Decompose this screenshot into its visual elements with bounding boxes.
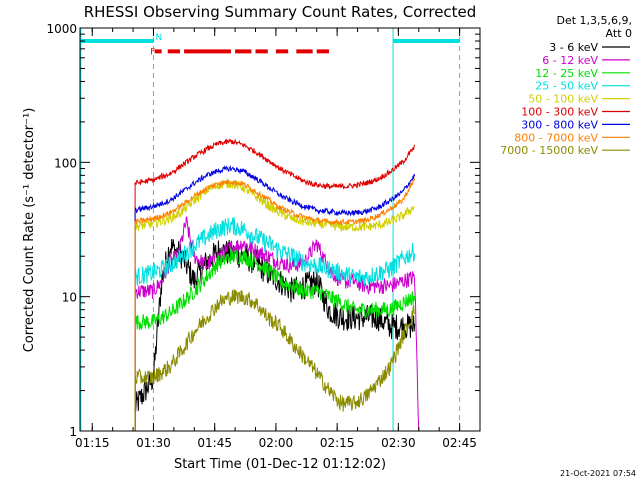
flare-label: F [150, 47, 155, 57]
series-line-1 [134, 216, 420, 431]
y-tick-label-2: 100 [54, 156, 77, 170]
legend-label-3: 25 - 50 keV [535, 80, 598, 93]
x-tick-label-2: 01:45 [197, 436, 232, 450]
plot-frame [79, 27, 481, 432]
y-axis-label: Corrected Count Rate (s⁻¹ detector⁻¹) [22, 108, 37, 353]
x-tick-label-6: 02:45 [442, 436, 477, 450]
series-line-7 [134, 177, 416, 431]
axes: 01:15 01:30 01:45 02:00 02:15 02:30 02:45 1 10 10… [46, 22, 481, 450]
footer-timestamp: 21-Oct-2021 07:54 [560, 469, 636, 478]
x-tick-label-4: 02:15 [320, 436, 355, 450]
x-tick-label-3: 02:00 [259, 436, 294, 450]
x-tick-label-0: 01:15 [75, 436, 110, 450]
legend-header-line-1: Det 1,3,5,6,9, [556, 14, 632, 27]
series-line-2 [134, 247, 416, 431]
legend-label-2: 12 - 25 keV [535, 67, 598, 80]
series-line-5 [134, 138, 416, 431]
legend-label-1: 6 - 12 keV [542, 54, 598, 67]
x-tick-label-1: 01:30 [136, 436, 171, 450]
chart-title: RHESSI Observing Summary Count Rates, Co… [84, 3, 477, 21]
x-axis-label: Start Time (01-Dec-12 01:12:02) [174, 457, 386, 472]
x-tick-label-5: 02:30 [381, 436, 416, 450]
legend-label-5: 100 - 300 keV [521, 106, 598, 119]
legend-header: Det 1,3,5,6,9, Att 0 [556, 14, 632, 40]
plot-area: NF [80, 28, 461, 431]
y-tick-label-3: 1000 [46, 22, 77, 36]
legend-label-7: 800 - 7000 keV [514, 131, 598, 144]
legend-label-4: 50 - 100 keV [528, 93, 598, 106]
y-tick-label-1: 10 [62, 291, 77, 305]
series-line-4 [134, 178, 415, 431]
legend-label-6: 300 - 800 keV [521, 118, 598, 131]
series-line-6 [134, 164, 416, 431]
legend-label-8: 7000 - 15000 keV [500, 144, 598, 157]
legend-header-line-2: Att 0 [606, 27, 632, 40]
night-label: N [156, 33, 163, 43]
series-line-8 [134, 289, 416, 431]
series-line-3 [134, 216, 416, 431]
y-tick-label-0: 1 [69, 425, 77, 439]
legend-label-0: 3 - 6 keV [549, 41, 598, 54]
